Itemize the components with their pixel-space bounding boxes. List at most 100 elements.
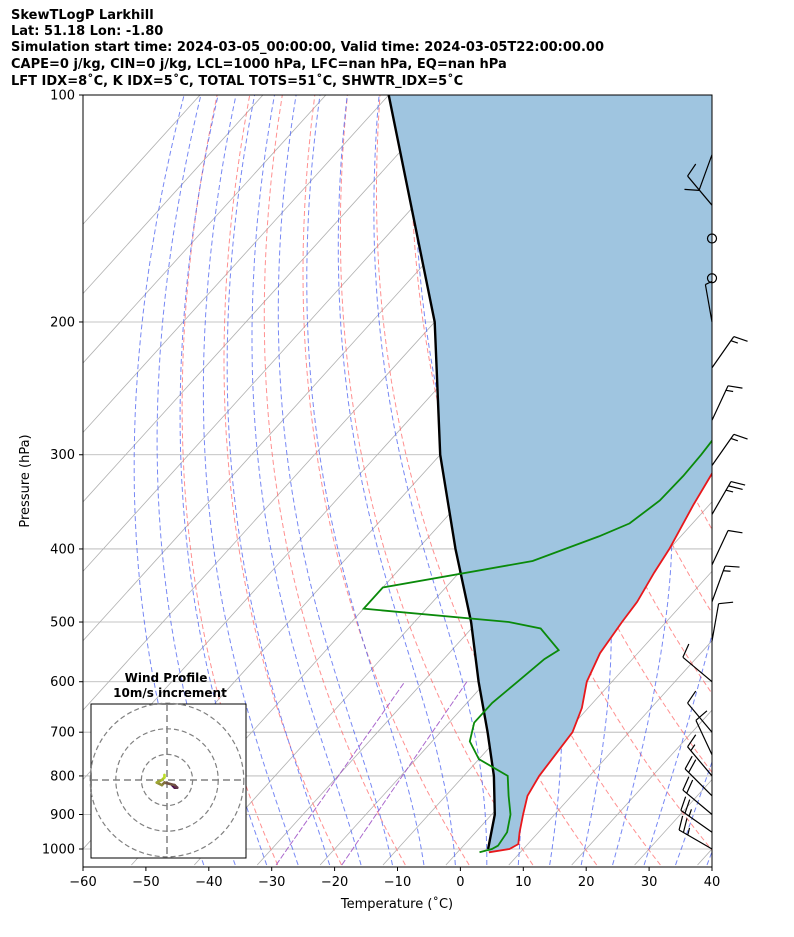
wind-barb-half-flag — [730, 340, 739, 344]
isotherm-line — [83, 95, 390, 434]
moist-adiabat-line — [306, 95, 425, 866]
wind-barb-half-flag — [725, 489, 734, 493]
time-label: Simulation start time: 2024-03-05_00:00:… — [11, 40, 604, 55]
moist-adiabat-line — [643, 95, 712, 866]
wind-barb-flag — [687, 690, 697, 704]
wind-barb — [704, 284, 713, 323]
y-tick-label: 500 — [50, 616, 75, 631]
x-tick-label: −50 — [132, 875, 159, 890]
y-tick-label: 300 — [50, 448, 75, 463]
y-tick-label: 400 — [50, 542, 75, 557]
wind-barb-flag — [728, 485, 743, 490]
cape-shaded-area — [388, 95, 712, 853]
dry-adiabat-line — [738, 95, 794, 865]
moist-adiabat-line — [179, 95, 268, 866]
wind-barb-flag — [684, 799, 691, 814]
x-tick-label: 30 — [641, 875, 658, 890]
wind-barb-half-flag — [723, 570, 731, 572]
isotherm-line — [83, 95, 452, 503]
x-tick-label: −40 — [195, 875, 222, 890]
wind-barb — [711, 481, 732, 515]
cape-fill-layer — [388, 95, 712, 853]
hodograph-inset: Wind Profile 10m/s increment — [89, 671, 247, 859]
moist-adiabat-line — [202, 95, 299, 866]
calm-wind-marker — [706, 273, 718, 284]
moist-adiabat-line — [251, 95, 362, 866]
wind-barb-half-flag — [687, 827, 691, 836]
wind-barb — [687, 702, 713, 733]
wind-barb — [687, 175, 713, 206]
moist-adiabat-line — [675, 760, 712, 866]
wind-barb — [682, 656, 713, 683]
parcel-profile-line — [387, 95, 497, 850]
mixing-ratio-line — [341, 681, 468, 866]
x-tick-label: −60 — [69, 875, 96, 890]
wind-barb-flag — [688, 759, 697, 773]
x-tick-label: 20 — [578, 875, 595, 890]
moist-adiabat-line — [277, 95, 393, 866]
x-tick-label: −30 — [258, 875, 285, 890]
wind-barb-flag — [727, 529, 743, 534]
isotherm-line — [571, 709, 712, 866]
wind-barb-flag — [724, 565, 740, 568]
wind-barb — [711, 385, 729, 421]
mixing-ratio-line — [275, 681, 406, 866]
hodograph-title: Wind Profile — [125, 671, 208, 685]
temperature-line — [488, 471, 712, 854]
wind-barb-flag — [695, 710, 708, 721]
x-tick-label: 40 — [704, 875, 721, 890]
wind-barb — [711, 530, 729, 566]
y-tick-label: 600 — [50, 675, 75, 690]
wind-barb — [687, 746, 713, 777]
x-tick-label: 10 — [515, 875, 532, 890]
chart-title: SkewTLogP Larkhill — [11, 8, 154, 23]
wind-barb-flag — [718, 601, 734, 605]
x-axis-label: Temperature (˚C) — [340, 896, 453, 912]
y-axis-label: Pressure (hPa) — [18, 434, 33, 527]
moist-adiabat-line — [706, 850, 712, 866]
wind-barb-half-flag — [690, 744, 696, 751]
wind-barb-flag — [678, 815, 684, 831]
wind-barb — [698, 154, 713, 191]
y-tick-label: 1000 — [42, 843, 75, 858]
y-tick-label: 800 — [50, 769, 75, 784]
hodograph-subtitle: 10m/s increment — [113, 686, 227, 700]
wind-barb-half-flag — [705, 280, 713, 286]
moist-adiabat-line — [226, 95, 331, 866]
wind-barb-half-flag — [725, 389, 734, 393]
x-tick-label: −20 — [321, 875, 348, 890]
wind-barb — [711, 603, 720, 642]
wind-barb-flag — [682, 643, 690, 658]
dry-adiabat-line — [181, 95, 279, 866]
dewpoint-line — [361, 439, 712, 854]
isotherm-line — [83, 95, 264, 295]
wind-barb — [711, 434, 735, 466]
wind-barb-flag — [684, 755, 693, 770]
dry-adiabat-line — [302, 95, 470, 866]
wind-barb — [680, 809, 713, 833]
indices-line-1: CAPE=0 j/kg, CIN=0 j/kg, LCL=1000 hPa, L… — [11, 57, 507, 72]
wind-barb-flag — [730, 480, 746, 486]
wind-barb-flag — [687, 734, 697, 748]
wind-barb-half-flag — [688, 809, 693, 817]
dry-adiabat-line — [339, 95, 534, 866]
wind-barb-flag — [682, 776, 690, 791]
moist-adiabat-line — [337, 95, 456, 866]
dry-adiabat-line — [263, 95, 406, 866]
wind-barbs — [678, 154, 748, 850]
axis-ticks: −60 −50 −40 −30 −20 −10 0 10 20 30 40 1000 900 800 700… — [42, 89, 720, 891]
wind-barb — [684, 768, 713, 797]
wind-barb-flag — [686, 779, 694, 794]
wind-barb-half-flag — [730, 437, 739, 442]
isotherm-line — [508, 640, 712, 866]
profile-layer — [361, 95, 712, 854]
wind-barb — [711, 565, 726, 602]
wind-barb — [678, 829, 713, 850]
hodograph-ring — [89, 702, 245, 858]
y-tick-label: 700 — [50, 726, 75, 741]
dry-adiabat-line — [705, 95, 712, 125]
isotherm-line — [83, 95, 515, 572]
location-label: Lat: 51.18 Lon: -1.80 — [11, 24, 164, 39]
wind-barb-flag — [682, 818, 688, 833]
isotherm-line — [83, 95, 201, 225]
